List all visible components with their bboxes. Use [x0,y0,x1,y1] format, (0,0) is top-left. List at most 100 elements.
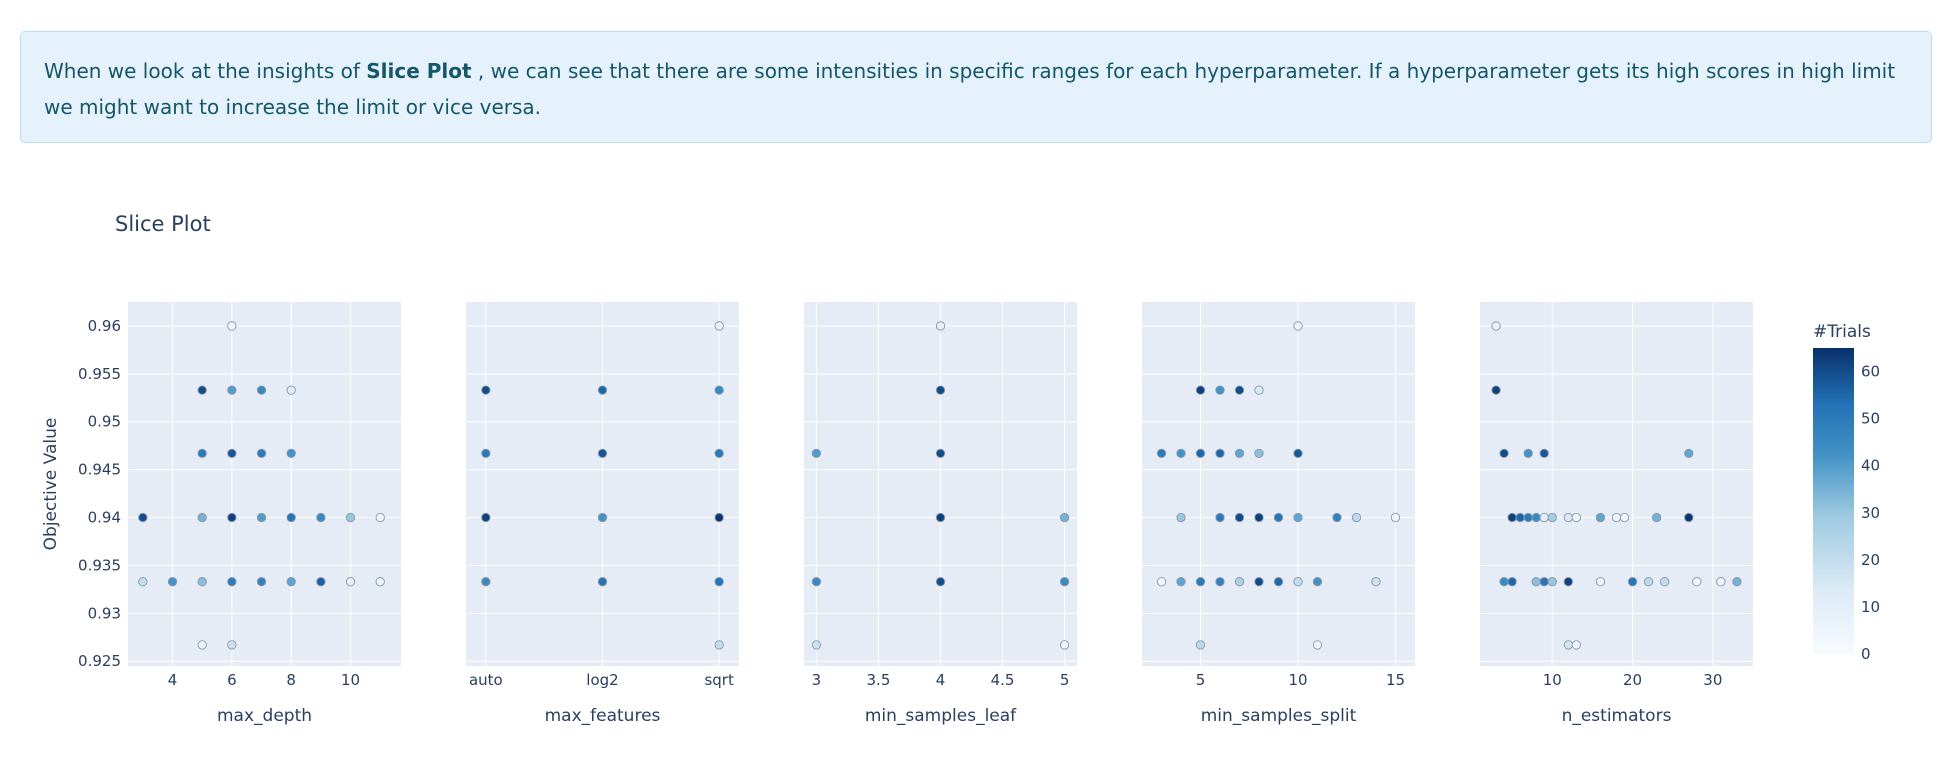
data-point [935,385,946,395]
colorbar-tick-label: 50 [1861,410,1880,428]
data-point [316,577,326,587]
data-point [714,385,724,395]
data-point [1684,448,1694,458]
data-point [714,448,724,458]
data-point [1195,385,1206,395]
x-axis-title: min_samples_leaf [865,706,1017,726]
data-point [197,512,207,523]
data-point [286,512,296,523]
x-tick-label: 20 [1623,671,1642,689]
data-point [1611,512,1622,523]
data-point [1215,577,1225,587]
y-tick-label: 0.945 [78,461,121,479]
y-tick-label: 0.925 [78,652,121,670]
data-point [1215,512,1225,523]
data-point [1563,577,1573,587]
x-tick-label: auto [469,671,503,689]
data-point [1507,512,1517,523]
data-point [1059,640,1070,650]
data-point [375,577,385,587]
data-point [1539,448,1549,458]
data-point [1539,577,1549,587]
y-tick-label: 0.955 [78,365,121,383]
data-point [1684,512,1694,523]
data-point [167,577,178,587]
data-point [1692,577,1702,587]
x-tick-label: 8 [286,671,296,689]
data-point [1390,512,1401,523]
data-point [935,577,946,587]
x-axis-title: max_depth [217,706,312,726]
x-tick-label: 6 [227,671,237,689]
data-point [597,448,608,458]
data-point [256,448,267,458]
data-point [345,512,356,523]
data-point [256,512,267,523]
x-tick-label: 15 [1386,671,1405,689]
data-point [1499,448,1509,458]
data-point [1332,512,1342,523]
data-point [1156,448,1167,458]
data-point [1195,448,1206,458]
y-tick-label: 0.94 [88,509,121,527]
data-point [714,512,724,523]
x-tick-label: 5 [1060,671,1070,689]
colorbar-tick-label: 20 [1861,551,1880,569]
data-point [1176,448,1186,458]
data-point [811,577,822,587]
data-point [811,640,822,650]
data-point [1176,512,1186,523]
data-point [1293,321,1303,331]
data-point [1273,577,1284,587]
data-point [1176,577,1186,587]
data-point [1254,448,1264,458]
x-tick-label: 3 [812,671,822,689]
data-point [1660,577,1670,587]
data-point [1234,577,1245,587]
data-point [1293,577,1303,587]
colorbar-tick-label: 40 [1861,457,1880,475]
insight-text-suffix: , we can see that there are some intensi… [44,59,1896,119]
data-point [286,577,296,587]
data-point [1523,512,1533,523]
data-point [714,321,724,331]
data-point [1563,512,1573,523]
plot-title: Slice Plot [115,212,211,236]
data-point [1293,512,1303,523]
x-tick-label: 30 [1703,671,1722,689]
data-point [227,640,237,650]
x-tick-label: sqrt [704,671,734,689]
data-point [1595,577,1606,587]
data-point [1732,577,1742,587]
data-point [1195,640,1206,650]
colorbar-tick-label: 30 [1861,504,1880,522]
data-point [227,512,237,523]
data-point [375,512,385,523]
data-point [227,385,237,395]
data-point [1273,512,1284,523]
data-point [227,577,237,587]
data-point [1563,640,1573,650]
data-point [935,321,946,331]
data-point [1059,512,1070,523]
data-point [481,385,491,395]
colorbar-title: #Trials [1813,322,1871,342]
y-tick-label: 0.96 [88,317,121,335]
data-point [1619,512,1630,523]
colorbar-tick-label: 0 [1861,645,1871,663]
data-point [197,448,207,458]
data-point [1215,385,1225,395]
data-point [286,448,296,458]
data-point [197,385,207,395]
data-point [227,321,237,331]
data-point [1651,512,1662,523]
colorbar-tick-label: 10 [1861,598,1880,616]
data-point [1547,577,1557,587]
x-tick-label: 4 [168,671,178,689]
data-point [197,640,207,650]
data-point [1643,577,1654,587]
data-point [1515,512,1525,523]
data-point [481,448,491,458]
data-point [1523,448,1533,458]
